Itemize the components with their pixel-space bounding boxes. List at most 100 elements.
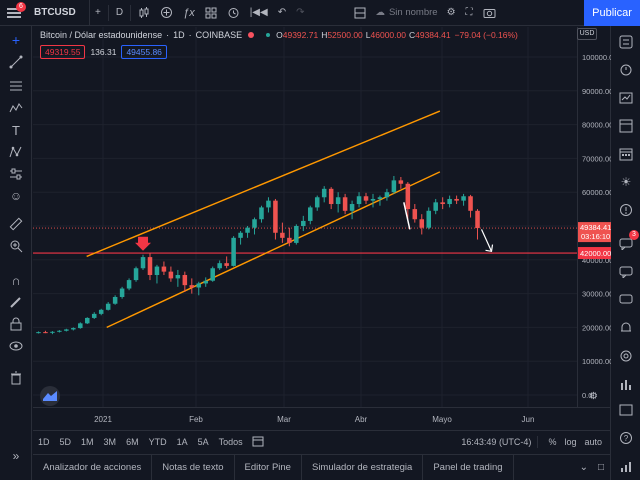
pattern-tool[interactable] <box>6 98 26 118</box>
price-axis[interactable]: 100000.00 90000.00 80000.00 70000.00 60000.0… <box>577 27 617 407</box>
candle <box>91 312 97 319</box>
axis-settings-icon[interactable]: ⚙ <box>589 391 598 402</box>
panel-tab[interactable]: Analizador de acciones <box>33 454 153 480</box>
news-button[interactable] <box>616 200 636 220</box>
lock-drawings-tool[interactable] <box>6 314 26 334</box>
bar-style-button[interactable] <box>133 0 155 26</box>
alert-button[interactable] <box>222 0 245 26</box>
undo-icon: ↶ <box>277 7 287 18</box>
hotlist-button[interactable] <box>616 116 636 136</box>
panel-tab[interactable]: Panel de trading <box>423 454 514 480</box>
alerts-panel-button[interactable] <box>616 60 636 80</box>
candle <box>182 271 188 292</box>
dom-button[interactable] <box>616 374 636 394</box>
symbol-search[interactable]: BTCUSD <box>28 0 90 26</box>
channel-upper-line[interactable] <box>86 110 441 258</box>
candle-body <box>245 227 250 233</box>
period-5a[interactable]: 5A <box>197 436 209 447</box>
clock-label[interactable]: 16:43:49 (UTC-4) <box>461 436 532 447</box>
redo-button[interactable]: ↷ <box>291 0 309 26</box>
candle <box>43 330 48 334</box>
calendar-range-button[interactable] <box>252 435 264 449</box>
layout-name[interactable]: ☁ Sin nombre <box>371 7 441 18</box>
currency-button[interactable]: USD <box>577 28 597 40</box>
notifications-button[interactable] <box>616 318 636 338</box>
panel-tab[interactable]: Editor Pine <box>235 454 302 480</box>
auto-scale-toggle[interactable]: auto <box>584 436 602 447</box>
candle-body <box>433 202 438 211</box>
candle <box>147 253 153 281</box>
collapse-panel-button[interactable]: ⌄ <box>580 462 588 473</box>
signal-button[interactable] <box>616 456 636 476</box>
magnet-tool[interactable]: ∩ <box>6 270 26 290</box>
period-6m[interactable]: 6M <box>126 436 139 447</box>
fullscreen-button[interactable]: ⛶ <box>461 0 478 26</box>
projection-arrow-line[interactable] <box>403 202 411 230</box>
panel-tab[interactable]: Simulador de estrategia <box>302 454 424 480</box>
indicators-button[interactable]: ƒx <box>178 0 200 26</box>
undo-button[interactable]: ↶ <box>273 0 291 26</box>
chart-pane[interactable] <box>33 27 577 407</box>
snapshot-button[interactable] <box>478 0 501 26</box>
publish-button[interactable]: Publicar <box>584 0 640 26</box>
icons-tool[interactable]: ☺ <box>6 186 26 206</box>
order-panel-button[interactable] <box>616 346 636 366</box>
data-window-button[interactable] <box>616 88 636 108</box>
candle-body <box>328 188 334 205</box>
compare-button[interactable]: + <box>90 0 106 26</box>
period-3m[interactable]: 3M <box>103 436 117 447</box>
percent-scale-toggle[interactable]: % <box>548 436 557 447</box>
text-tool[interactable]: T <box>6 120 26 140</box>
ideas-button[interactable]: ☀ <box>616 172 636 192</box>
fib-tool[interactable] <box>6 76 26 96</box>
stay-drawing-tool[interactable] <box>6 292 26 312</box>
calendar-button[interactable] <box>616 144 636 164</box>
panel-tab[interactable]: Notas de texto <box>152 454 235 480</box>
projection-arrow-line[interactable] <box>480 229 493 252</box>
compare-symbol-button[interactable] <box>155 0 178 26</box>
period-ytd[interactable]: YTD <box>148 436 167 447</box>
menu-button[interactable]: 6 <box>0 0 28 26</box>
candle <box>377 195 383 206</box>
candle-body <box>321 188 327 198</box>
screener-button[interactable] <box>616 400 636 420</box>
measure-group-tool[interactable] <box>6 164 26 184</box>
layout-button[interactable] <box>349 0 371 26</box>
period-1d[interactable]: 1D <box>38 436 50 447</box>
interval-button[interactable]: D <box>115 7 124 18</box>
maximize-panel-button[interactable]: □ <box>598 462 604 473</box>
crosshair-tool[interactable]: + <box>6 30 26 50</box>
price-chart[interactable] <box>33 27 577 407</box>
ohlc-close-value: 49384.41 <box>415 30 451 40</box>
hide-drawings-tool[interactable] <box>6 336 26 356</box>
remove-drawings-tool[interactable] <box>6 368 26 388</box>
replay-button[interactable]: |◀◀ <box>245 0 273 26</box>
watchlist-button[interactable] <box>616 32 636 52</box>
peak-marker-arrow[interactable] <box>135 236 152 251</box>
help-button[interactable]: ? <box>616 428 636 448</box>
candle <box>154 264 160 284</box>
period-todos[interactable]: Todos <box>218 436 243 447</box>
prediction-tool[interactable] <box>6 142 26 162</box>
period-1a[interactable]: 1A <box>176 436 188 447</box>
channel-lower-line[interactable] <box>106 171 441 329</box>
bar-countdown: 03:16:10 <box>581 232 610 241</box>
templates-button[interactable] <box>200 0 222 26</box>
trendline-tool[interactable] <box>6 52 26 72</box>
alarm-icon <box>620 64 632 76</box>
settings-button[interactable]: ⚙ <box>442 0 461 26</box>
buy-button[interactable]: 49455.86 <box>121 45 167 59</box>
show-objects-tree-tool[interactable]: » <box>6 446 26 466</box>
period-1m[interactable]: 1M <box>81 436 94 447</box>
streams-button[interactable] <box>616 262 636 282</box>
time-axis[interactable]: 2021 Feb Mar Abr Mayo Jun <box>33 407 610 429</box>
sell-button[interactable]: 49319.55 <box>40 45 86 59</box>
price-tick-label: 30000.00 <box>582 290 611 299</box>
private-chats-button[interactable] <box>616 290 636 310</box>
tradingview-logo[interactable] <box>40 386 60 406</box>
zoom-tool[interactable] <box>6 236 26 256</box>
log-scale-toggle[interactable]: log <box>564 436 577 447</box>
period-5d[interactable]: 5D <box>59 436 72 447</box>
chats-button[interactable]: 3 <box>616 230 639 254</box>
measure-tool[interactable] <box>6 214 26 234</box>
